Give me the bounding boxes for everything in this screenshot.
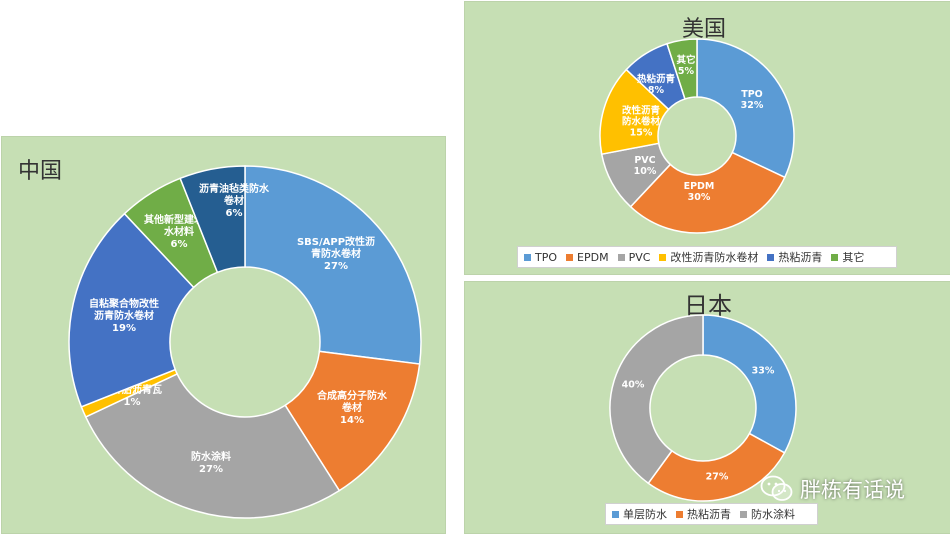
data-label-value: 27%: [199, 464, 223, 475]
data-label-value: 6%: [226, 208, 243, 219]
china-chart-panel: 中国 SBS/APP改性沥 青防水卷材 27% 合成高分子防水 卷材 14% 防水涂料 27%…: [1, 136, 446, 534]
data-label-value: 27%: [324, 261, 348, 272]
data-label-value: 15%: [630, 128, 653, 139]
legend-item: 热粘沥青: [767, 249, 822, 265]
data-label-value: 27%: [706, 472, 729, 483]
data-label-category: 防水涂料: [191, 450, 231, 463]
data-label-value: 30%: [688, 192, 711, 203]
china-chart-title: 中国: [18, 159, 63, 184]
china-donut: SBS/APP改性沥青防水卷材27%合成高分子防水卷材14%防水涂料27%玻纤胎…: [68, 165, 422, 519]
data-label-value: 14%: [340, 415, 364, 426]
watermark-text: 胖栋有话说: [800, 478, 905, 502]
legend-label: EPDM: [577, 250, 609, 264]
wechat-icon: [760, 475, 793, 501]
slice-单层防水: [702, 314, 797, 454]
legend-label: 单层防水: [623, 508, 667, 521]
japan-legend: 单层防水 热粘沥青 防水涂料: [605, 503, 818, 525]
legend-label: PVC: [628, 250, 651, 264]
usa-chart-title: 美国: [682, 17, 727, 42]
legend-label: 改性沥青防水卷材: [670, 251, 759, 264]
legend-swatch: [676, 510, 683, 518]
data-label-category: 热粘沥青: [637, 73, 676, 85]
data-label-value: 32%: [741, 100, 764, 111]
legend-swatch: [612, 510, 619, 518]
slice-其它: [666, 38, 698, 100]
data-label-value: 8%: [648, 85, 665, 96]
data-label-value: 1%: [124, 397, 141, 408]
data-label-category: TPO: [741, 89, 763, 100]
slice-防水涂料: [84, 372, 341, 519]
data-label-value: 5%: [678, 66, 695, 77]
slice-TPO: [696, 38, 795, 179]
data-label-category: SBS/APP改性沥: [297, 235, 375, 248]
data-label-category: EPDM: [684, 181, 715, 192]
data-label-category: PVC: [634, 155, 655, 166]
legend-item: TPO: [524, 251, 557, 264]
legend-item: 防水涂料: [740, 506, 795, 522]
legend-label: 热粘沥青: [778, 251, 823, 264]
legend-swatch: [659, 253, 667, 261]
legend-item: 改性沥青防水卷材: [659, 249, 758, 265]
legend-swatch: [740, 510, 747, 518]
data-label-category: 沥青防水卷材: [94, 309, 154, 322]
data-label-value: 19%: [112, 323, 136, 334]
slice-沥青油毡类防水卷材: [179, 165, 246, 274]
legend-item: 热粘沥青: [676, 506, 731, 522]
data-label-category: 防水卷材: [622, 116, 661, 128]
watermark: 胖栋有话说: [760, 474, 905, 504]
legend-label: 热粘沥青: [687, 508, 731, 521]
slice-SBS/APP改性沥青防水卷材: [244, 165, 422, 365]
usa-chart-panel: 美国 TPO 32% EPDM 30% PVC 10% 改性沥青 防水卷材 15% 热粘沥青 8% 其…: [464, 1, 950, 275]
data-label-category: 水材料: [163, 225, 194, 238]
usa-legend: TPO EPDM PVC 改性沥青防水卷材 热粘沥青 其它: [517, 246, 897, 268]
legend-label: 其它: [842, 251, 865, 264]
data-label-value: 6%: [171, 239, 188, 250]
slice-防水涂料: [609, 314, 704, 485]
slice-自粘聚合物改性沥青防水卷材: [68, 212, 195, 408]
data-label-value: 40%: [622, 380, 645, 391]
legend-swatch: [767, 253, 775, 261]
data-label-category: 改性沥青: [622, 105, 661, 117]
japan-donut: 33% 27% 40%: [609, 314, 797, 502]
legend-label: TPO: [535, 250, 558, 264]
legend-swatch: [566, 253, 574, 261]
data-label-category: 沥青油毡类防水: [199, 182, 270, 195]
legend-swatch: [617, 253, 625, 261]
legend-swatch: [524, 253, 531, 261]
data-label-category: 青防水卷材: [311, 247, 361, 260]
slice-EPDM: [629, 151, 786, 234]
data-label-value: 33%: [752, 366, 775, 377]
data-label-value: 10%: [634, 166, 657, 177]
data-label-category: 卷材: [223, 194, 244, 207]
legend-item: 其它: [831, 249, 864, 265]
slice-合成高分子防水卷材: [284, 350, 421, 492]
data-label-category: 合成高分子防水: [316, 389, 388, 402]
data-label-category: 自粘聚合物改性: [89, 297, 159, 310]
legend-swatch: [831, 253, 839, 261]
japan-chart-panel: 日本 33% 27% 40% 单层防水 热粘沥青 防水涂料: [464, 281, 950, 534]
legend-label: 防水涂料: [751, 508, 795, 521]
legend-item: PVC: [617, 250, 651, 264]
legend-item: EPDM: [566, 251, 609, 264]
data-label-category: 卷材: [341, 401, 362, 414]
legend-item: 单层防水: [612, 506, 667, 522]
data-label-category: 其它: [676, 54, 695, 66]
slice-热粘沥青: [647, 432, 786, 502]
